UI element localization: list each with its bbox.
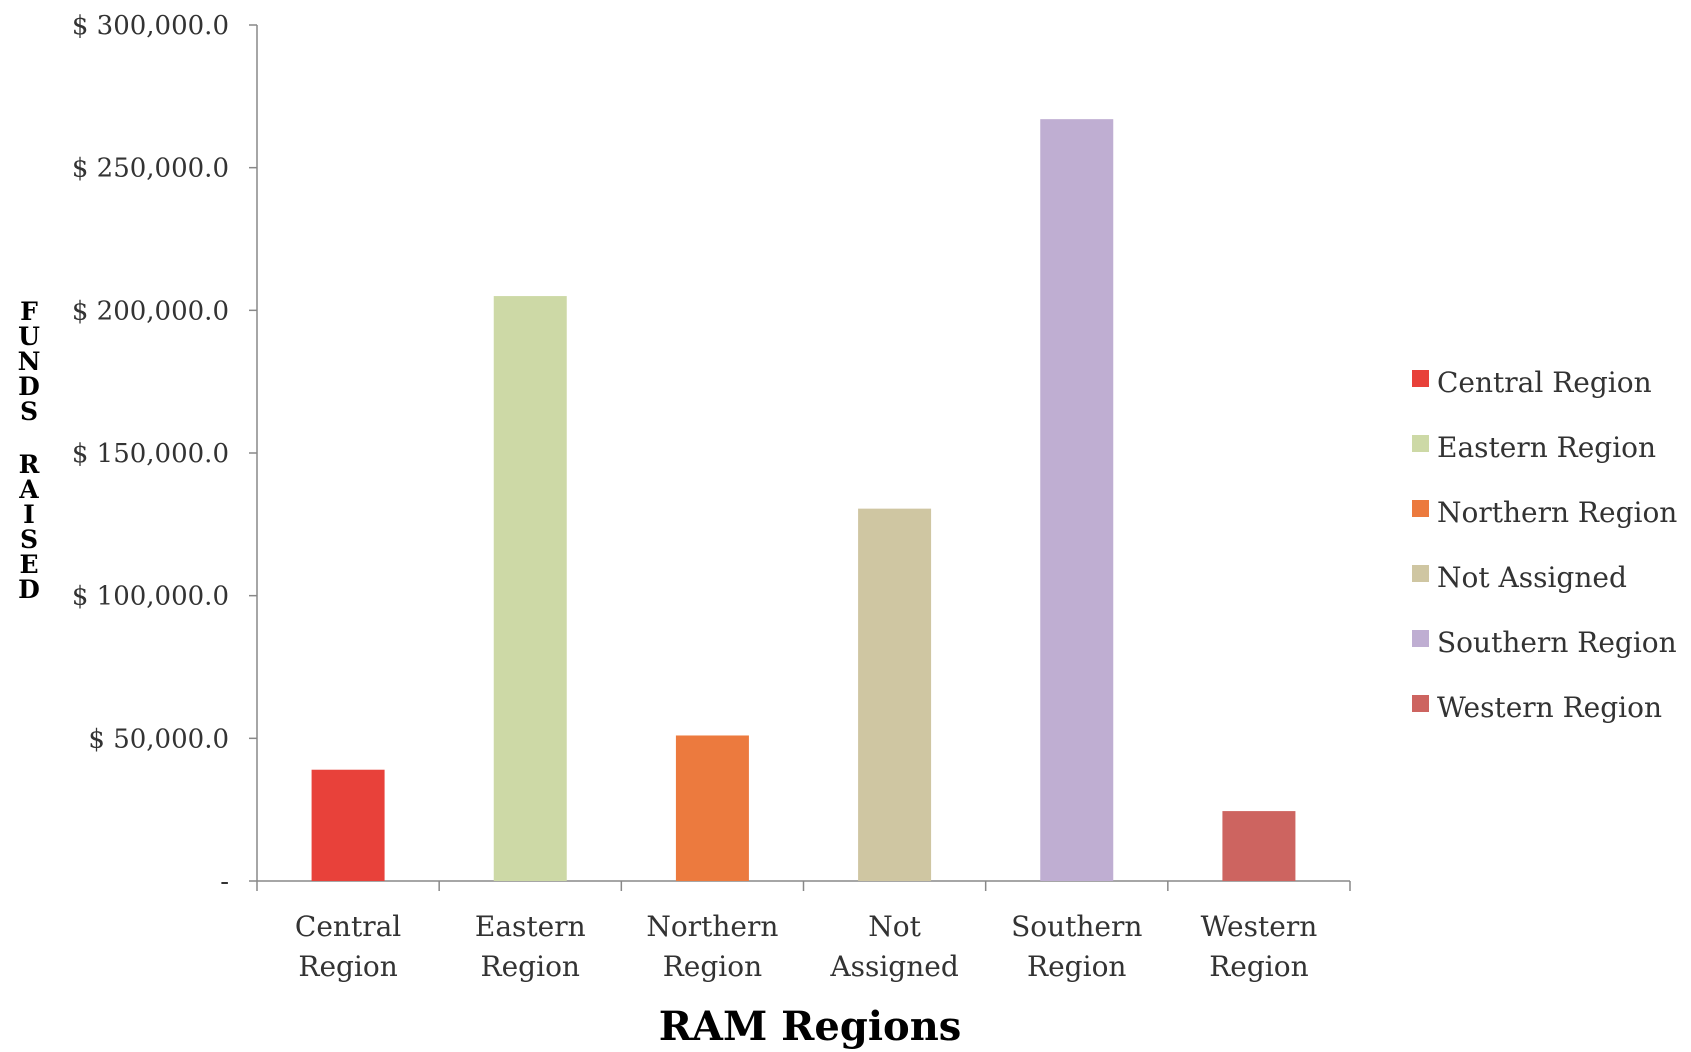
x-tick-label: Not Assigned — [829, 910, 958, 983]
legend-label: Southern Region — [1437, 626, 1677, 659]
y-axis-title-letter: S — [20, 397, 38, 426]
x-tick-label: Southern Region — [1011, 910, 1142, 983]
legend-label: Not Assigned — [1437, 561, 1627, 594]
x-tick-label: Western Region — [1201, 910, 1318, 983]
legend-label: Central Region — [1437, 366, 1652, 399]
y-axis-title-letter: D — [18, 575, 40, 604]
bar — [493, 296, 567, 882]
legend-swatch — [1412, 435, 1429, 452]
legend-label: Western Region — [1437, 691, 1662, 724]
bar — [1222, 811, 1296, 881]
y-axis-title-letter: U — [18, 322, 40, 351]
bar — [1040, 119, 1114, 881]
x-tick-label: Eastern Region — [475, 910, 586, 983]
y-axis: - $ 50,000.0 $ 100,000.0 $ 150,000.0 $ 200,0… — [72, 11, 258, 897]
bar — [858, 508, 932, 881]
y-axis-title-letter: R — [19, 450, 40, 479]
y-tick-label: $ 100,000.0 — [72, 582, 229, 612]
legend-label: Eastern Region — [1437, 431, 1656, 464]
legend-label: Northern Region — [1437, 496, 1677, 529]
x-axis-title: RAM Regions — [659, 1003, 962, 1050]
legend: Central Region Eastern Region Northern Reg… — [1412, 366, 1677, 724]
legend-swatch — [1412, 630, 1429, 647]
legend-swatch — [1412, 370, 1429, 387]
y-tick-label: $ 50,000.0 — [88, 724, 229, 754]
y-axis-title-letter: F — [20, 297, 38, 326]
x-tick-label: Central Region — [295, 910, 401, 983]
y-tick-label: $ 300,000.0 — [72, 11, 229, 41]
legend-swatch — [1412, 695, 1429, 712]
bars — [311, 119, 1296, 882]
y-axis-title-letter: N — [18, 347, 41, 376]
y-axis-title-letter: E — [19, 550, 38, 579]
x-axis: Central Region Eastern Region Northern Region… — [256, 880, 1351, 983]
legend-swatch — [1412, 565, 1429, 582]
y-axis-title-letter: S — [20, 525, 38, 554]
y-tick-label: $ 150,000.0 — [72, 439, 229, 469]
y-tick-label: $ 200,000.0 — [72, 296, 229, 326]
y-axis-title-letter: A — [18, 475, 39, 504]
y-tick-label: $ 250,000.0 — [72, 154, 229, 184]
x-tick-label: Northern Region — [646, 910, 778, 983]
y-axis-title-letter: I — [23, 500, 35, 529]
y-tick-label: - — [220, 867, 229, 897]
y-axis-title-letter: D — [18, 372, 40, 401]
bar — [675, 735, 749, 881]
legend-swatch — [1412, 500, 1429, 517]
bar — [311, 769, 385, 881]
